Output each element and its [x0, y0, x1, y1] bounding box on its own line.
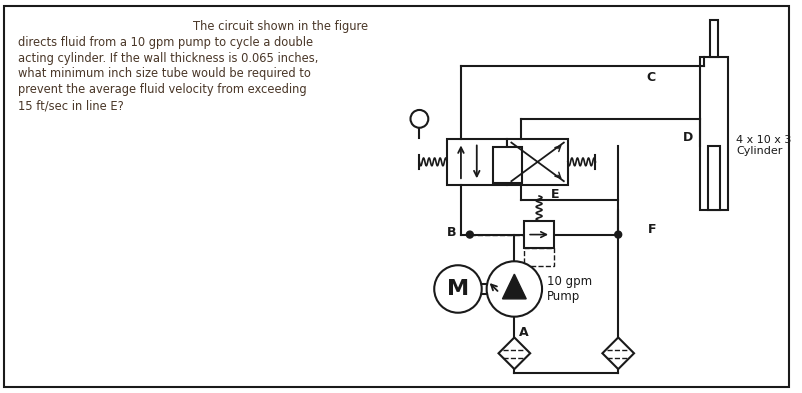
- Bar: [711, 20, 718, 57]
- Text: 10 gpm
Pump: 10 gpm Pump: [547, 275, 592, 303]
- Circle shape: [615, 231, 622, 238]
- Text: directs fluid from a 10 gpm pump to cycle a double: directs fluid from a 10 gpm pump to cycl…: [18, 36, 313, 49]
- Polygon shape: [499, 338, 530, 369]
- Text: A: A: [520, 326, 529, 339]
- Text: M: M: [447, 279, 469, 299]
- Text: E: E: [551, 187, 560, 200]
- Bar: [525, 248, 554, 266]
- Bar: [708, 145, 720, 210]
- Bar: [447, 139, 508, 185]
- Text: 15 ft/sec in line E?: 15 ft/sec in line E?: [18, 99, 124, 112]
- Circle shape: [467, 231, 473, 238]
- Text: acting cylinder. If the wall thickness is 0.065 inches,: acting cylinder. If the wall thickness i…: [18, 51, 318, 64]
- Circle shape: [411, 110, 428, 128]
- Text: B: B: [447, 226, 456, 239]
- Text: D: D: [683, 131, 694, 144]
- Text: The circuit shown in the figure: The circuit shown in the figure: [192, 20, 368, 33]
- Bar: [700, 57, 728, 210]
- Text: F: F: [648, 223, 656, 236]
- Text: what minimum inch size tube would be required to: what minimum inch size tube would be req…: [18, 68, 310, 81]
- Bar: [525, 221, 554, 248]
- Text: 4 x 10 x 3
Cylinder: 4 x 10 x 3 Cylinder: [736, 135, 792, 156]
- Text: C: C: [646, 72, 655, 84]
- Bar: [492, 147, 522, 183]
- Polygon shape: [503, 274, 526, 299]
- Bar: [508, 139, 568, 185]
- Circle shape: [434, 265, 482, 313]
- Polygon shape: [602, 338, 634, 369]
- Text: prevent the average fluid velocity from exceeding: prevent the average fluid velocity from …: [18, 83, 306, 96]
- Circle shape: [487, 261, 542, 317]
